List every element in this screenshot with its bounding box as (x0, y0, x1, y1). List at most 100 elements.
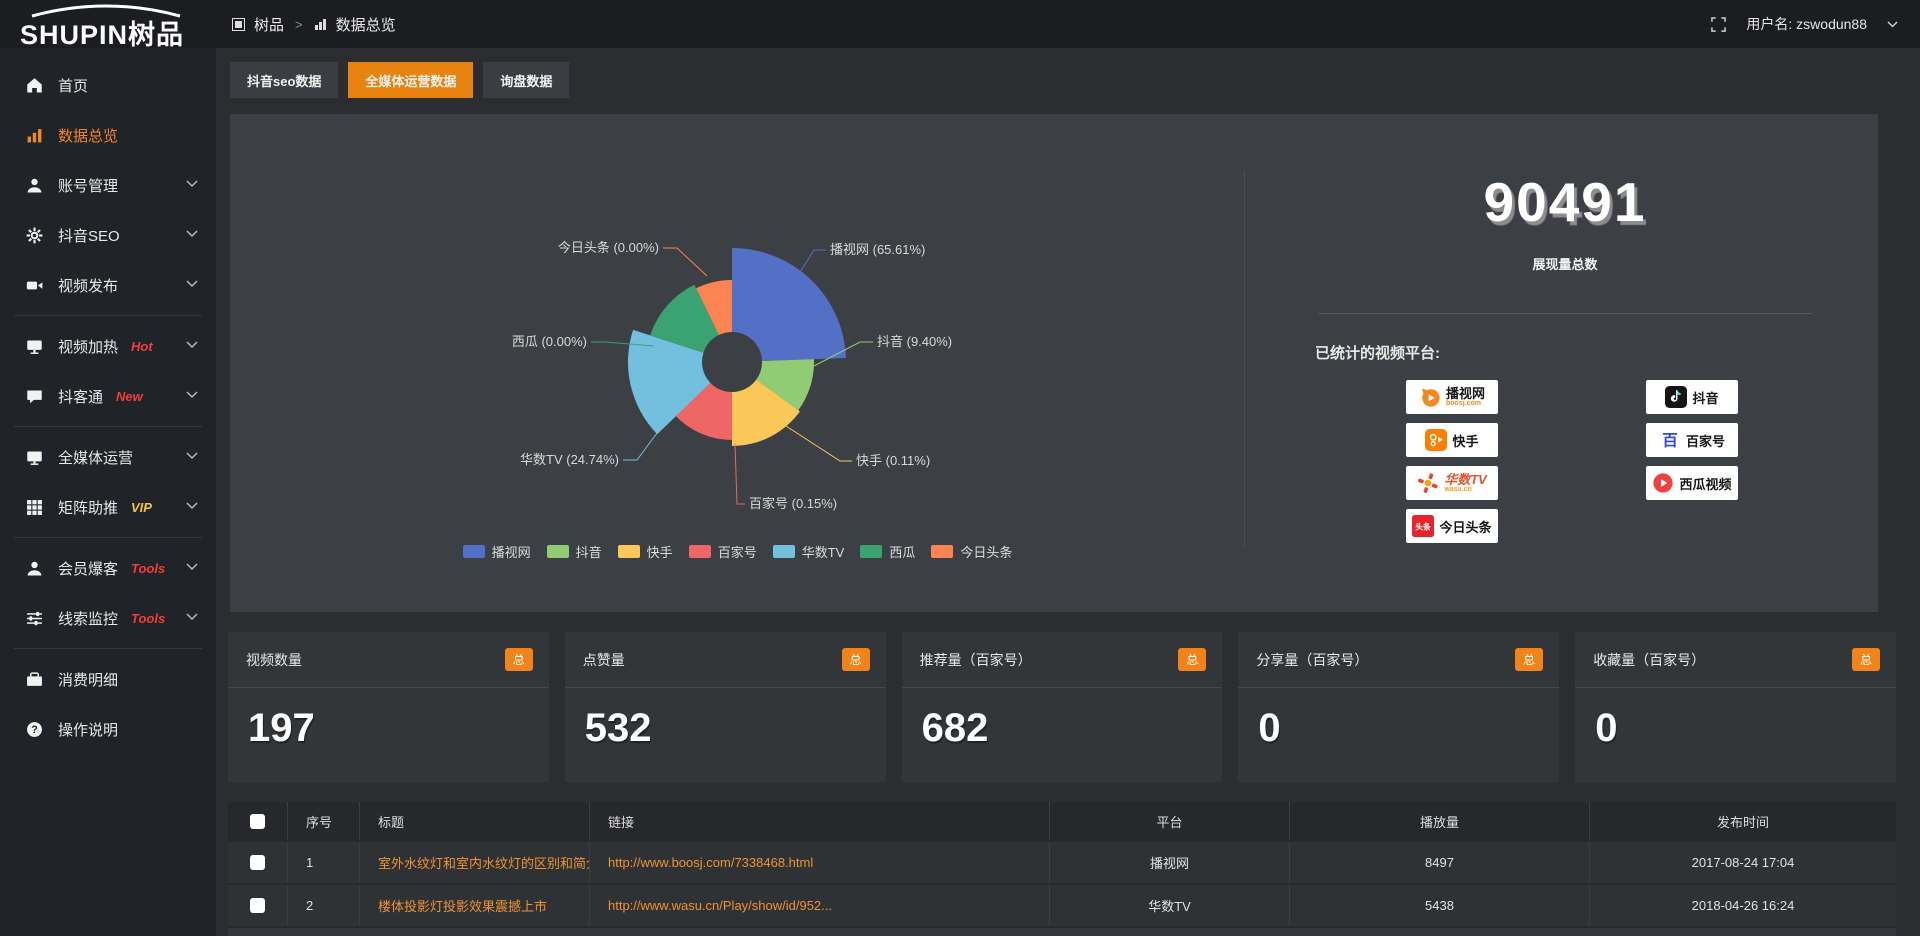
boosj-logo-icon (1419, 386, 1441, 408)
pie-slice-百家号[interactable] (675, 382, 732, 440)
pie-slice-抖音[interactable] (756, 359, 815, 411)
table-header-发布时间: 发布时间 (1716, 814, 1769, 830)
total-badge: 总 (1515, 648, 1544, 671)
sidebar-item-操作说明[interactable]: ? 操作说明 (0, 704, 216, 754)
tab-全媒体运营数据[interactable]: 全媒体运营数据 (348, 62, 474, 98)
sidebar-badge-tools: Tools (131, 560, 166, 576)
pie-slice-播视网[interactable] (732, 248, 846, 361)
stat-card-title: 点赞量 (582, 651, 625, 668)
app-square-icon (232, 17, 245, 31)
video-title-link[interactable]: 楼体投影灯投影效果震撼上市 (360, 885, 590, 926)
topbar-right: 用户名: zswodun88 (1711, 0, 1898, 48)
chart-icon (25, 127, 43, 144)
stat-card-title: 视频数量 (246, 651, 302, 668)
sidebar-item-视频发布[interactable]: 视频发布 (0, 260, 216, 310)
sidebar-item-会员爆客[interactable]: 会员爆客 Tools (0, 543, 216, 593)
chevron-down-icon (186, 180, 198, 188)
row-checkbox[interactable] (250, 898, 265, 913)
breadcrumb-current[interactable]: 数据总览 (335, 16, 396, 34)
pie-slice-今日头条[interactable] (696, 280, 732, 336)
stat-card-推荐量（百家号）: 推荐量（百家号） 总 682 (901, 632, 1223, 782)
baijia-logo-icon: 百 (1659, 429, 1681, 451)
legend-swatch-icon (772, 545, 795, 558)
video-url-link[interactable]: http://www.boosj.com/7338468.html (590, 842, 1050, 883)
pie-label-line-快手 (785, 425, 852, 462)
table-cell: 华数TV (1050, 885, 1290, 926)
legend-item-抖音[interactable]: 抖音 (546, 542, 602, 561)
pie-label-line-抖音 (813, 341, 873, 367)
stat-card-value: 532 (584, 706, 652, 750)
sidebar-divider (14, 315, 202, 316)
fullscreen-icon[interactable] (1711, 16, 1727, 32)
sidebar-item-视频加热[interactable]: 视频加热 Hot (0, 321, 216, 371)
pie-label-今日头条: 今日头条 (0.00%) (558, 240, 659, 255)
user-menu-chevron-icon[interactable] (1887, 20, 1898, 28)
sidebar-item-消费明细[interactable]: 消费明细 (0, 654, 216, 704)
stat-card-title: 分享量（百家号） (1256, 651, 1369, 668)
sidebar-divider (14, 537, 202, 538)
table-header-标题: 标题 (360, 802, 590, 840)
sidebar-item-抖音SEO[interactable]: 抖音SEO (0, 210, 216, 260)
sidebar-item-label: 矩阵助推 (58, 499, 119, 517)
platform-badge-今日头条: 头条 今日头条 (1406, 509, 1498, 543)
sidebar-item-label: 操作说明 (58, 721, 119, 739)
stat-card-title: 收藏量（百家号） (1593, 651, 1706, 668)
legend-swatch-icon (546, 545, 569, 558)
stat-card-header: 点赞量 总 (564, 632, 886, 688)
legend-item-百家号[interactable]: 百家号 (688, 542, 757, 561)
pie-slice-快手[interactable] (732, 379, 800, 446)
pie-slice-西瓜[interactable] (650, 284, 719, 353)
table-header-平台: 平台 (1050, 802, 1290, 840)
sidebar-item-全媒体运营[interactable]: 全媒体运营 (0, 432, 216, 482)
svg-text:百: 百 (1662, 432, 1678, 450)
row-checkbox-cell (228, 885, 288, 926)
legend-item-华数TV[interactable]: 华数TV (772, 542, 844, 561)
sidebar-item-账号管理[interactable]: 账号管理 (0, 160, 216, 210)
stat-card-视频数量: 视频数量 总 197 (228, 632, 549, 782)
legend-item-西瓜[interactable]: 西瓜 (860, 542, 915, 561)
pie-slice-华数TV[interactable] (628, 329, 711, 435)
breadcrumb-root[interactable]: 树品 (254, 16, 285, 34)
select-all-checkbox[interactable] (250, 813, 265, 829)
legend-item-播视网[interactable]: 播视网 (462, 542, 531, 561)
sidebar-item-数据总览[interactable]: 数据总览 (0, 110, 216, 160)
table-header-row: 序号 标题 链接 平台 播放量 发布时间 (228, 802, 1896, 840)
xigua-logo-icon (1652, 472, 1674, 494)
sidebar-item-label: 会员爆客 (58, 560, 119, 578)
pie-label-line-西瓜 (591, 341, 655, 347)
sidebar-item-抖客通[interactable]: 抖客通 New (0, 371, 216, 421)
table-cell: 播视网 (1050, 842, 1290, 883)
tab-询盘数据[interactable]: 询盘数据 (483, 62, 570, 98)
legend-item-今日头条[interactable]: 今日头条 (931, 542, 1012, 561)
grid-icon (25, 499, 43, 516)
legend-swatch-icon (617, 545, 640, 558)
chevron-down-icon (186, 452, 198, 460)
sidebar-badge-new: New (116, 388, 143, 404)
row-checkbox[interactable] (250, 855, 265, 870)
overview-panel: 播视网 (65.61%) 抖音 (9.40%) 快手 (0.11%) 百家号 (0.1… (230, 114, 1878, 612)
sidebar-item-矩阵助推[interactable]: 矩阵助推 VIP (0, 482, 216, 532)
sidebar-item-首页[interactable]: 首页 (0, 60, 216, 110)
video-title-link[interactable]: 室外水纹灯和室内水纹灯的区别和简介 (360, 842, 590, 883)
table-header-checkbox-cell (228, 802, 288, 840)
pie-label-line-播视网 (799, 249, 826, 273)
table-header-链接: 链接 (590, 802, 1050, 840)
table-cell: 2 (288, 885, 360, 926)
tab-抖音seo数据[interactable]: 抖音seo数据 (230, 62, 339, 98)
legend-label: 抖音 (575, 545, 602, 560)
stat-card-value: 197 (248, 706, 315, 750)
video-url-link[interactable]: http://www.wasu.cn/Play/show/id/952... (590, 885, 1050, 926)
wasu-logo-icon (1417, 472, 1439, 494)
logo-text: SHUPIN树品 (20, 20, 185, 50)
legend-item-快手[interactable]: 快手 (617, 542, 673, 561)
pie-label-line-华数TV (623, 428, 661, 461)
sidebar-item-label: 消费明细 (58, 671, 119, 689)
username-label[interactable]: 用户名: zswodun88 (1746, 16, 1867, 32)
impressions-total-value: 90491 (1483, 171, 1647, 233)
stat-card-value: 682 (921, 706, 989, 750)
platform-subtext: boosj.com (1445, 400, 1481, 408)
sliders-icon (25, 610, 43, 627)
pie-label-快手: 快手 (0.11%) (856, 453, 930, 468)
sidebar-item-线索监控[interactable]: 线索监控 Tools (0, 593, 216, 643)
sidebar-badge-tools: Tools (131, 610, 166, 626)
